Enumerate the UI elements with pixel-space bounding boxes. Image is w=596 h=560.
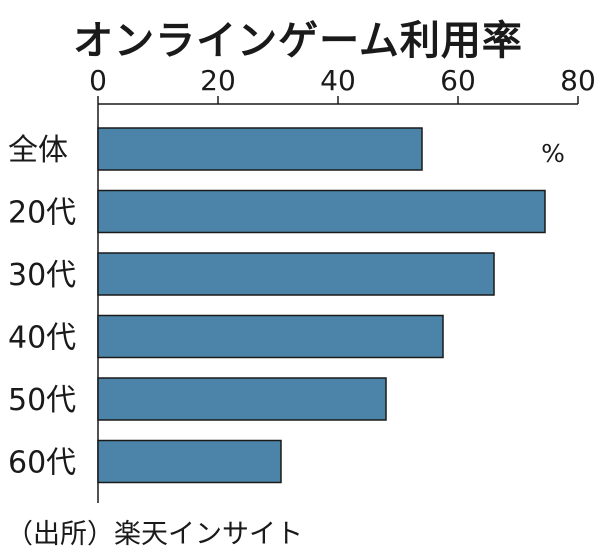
x-tick-label: 0: [89, 64, 107, 97]
category-label: 40代: [8, 321, 76, 356]
x-tick-label: 60: [440, 64, 476, 97]
bar-2: [97, 252, 495, 296]
bar-0: [97, 127, 423, 171]
category-label: 50代: [8, 383, 76, 418]
x-tick-label: 20: [200, 64, 236, 97]
category-label: 30代: [8, 258, 76, 293]
bar-4: [97, 377, 387, 421]
bar-1: [97, 189, 546, 234]
bar-5: [97, 439, 282, 484]
chart-title: オンラインゲーム利用率: [73, 18, 523, 64]
source-note: （出所）楽天インサイト: [6, 519, 303, 550]
x-tick-label: 80: [560, 64, 596, 97]
category-label: 60代: [8, 446, 76, 481]
bar-3: [97, 314, 444, 359]
category-label: 20代: [8, 196, 76, 231]
x-tick-label: 40: [320, 64, 356, 97]
unit-label: %: [541, 139, 565, 168]
category-label: 全体: [8, 133, 68, 168]
